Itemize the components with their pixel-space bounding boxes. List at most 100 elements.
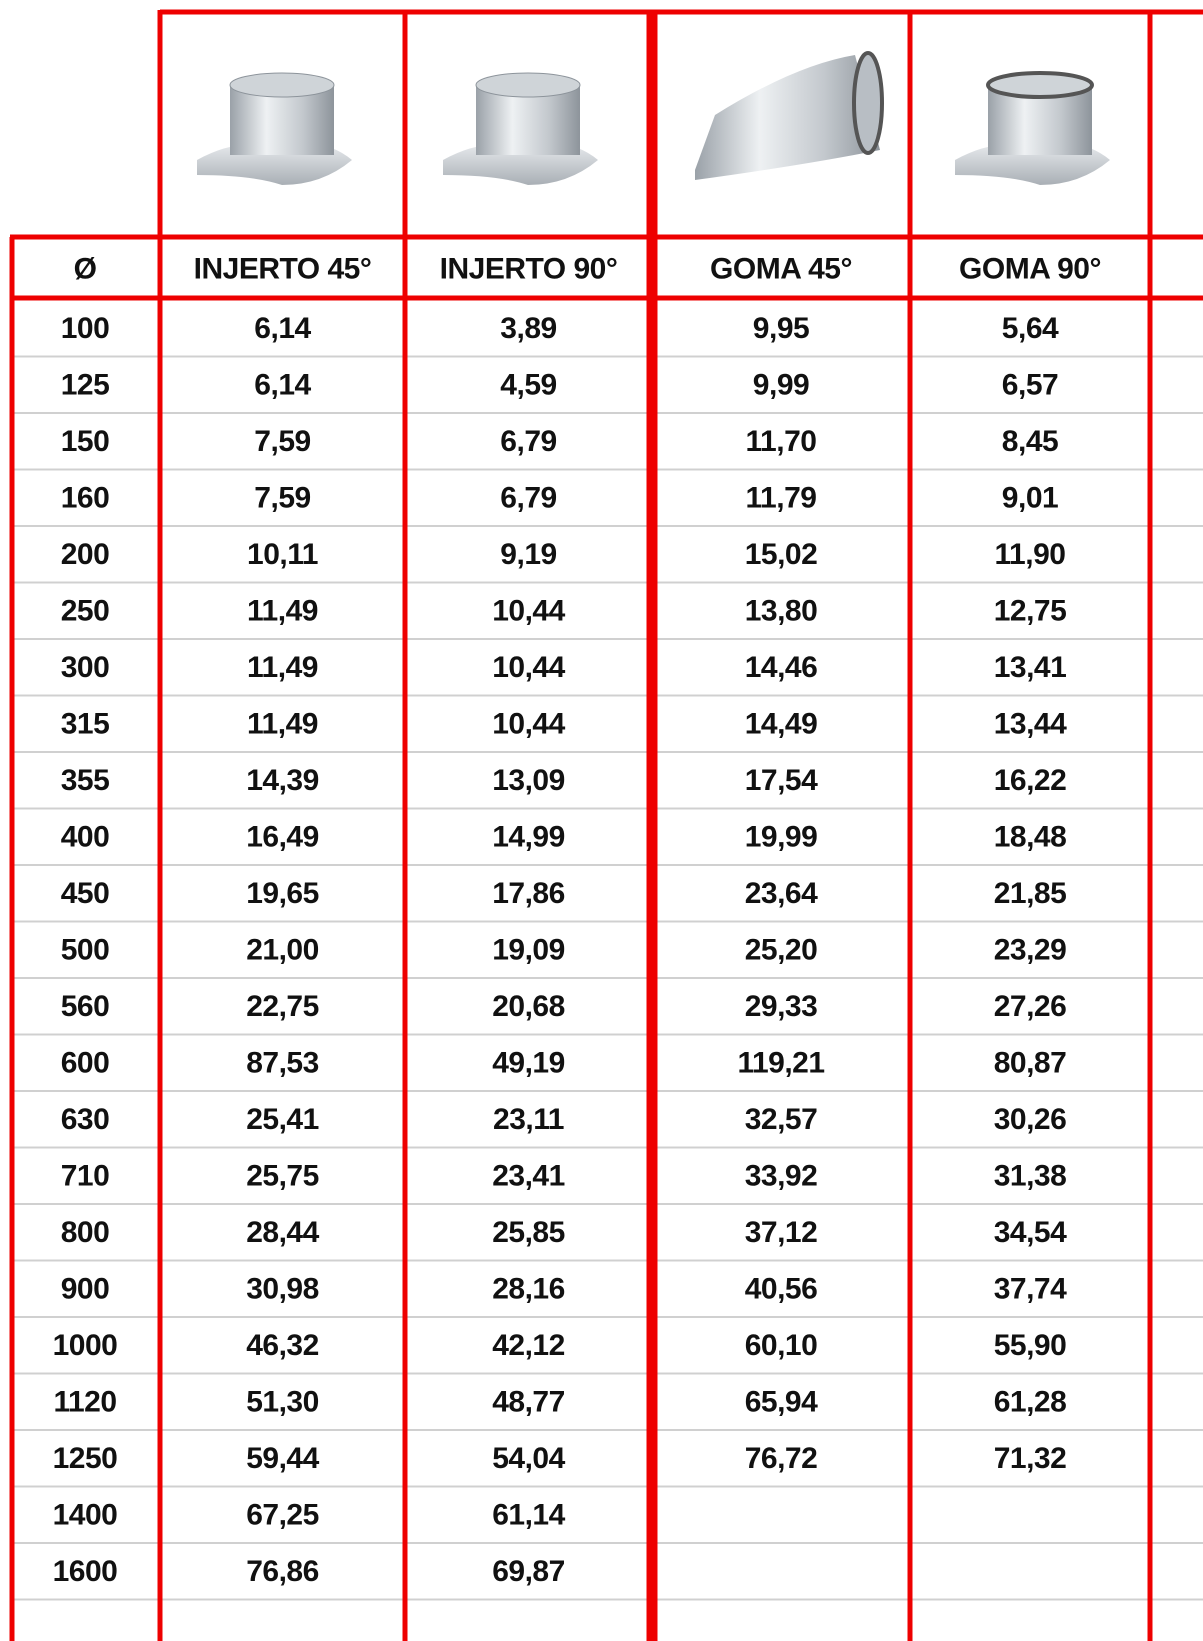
diameter-cell: 710: [61, 1160, 110, 1193]
price-cell: 22,75: [246, 990, 319, 1023]
diameter-cell: 630: [61, 1103, 110, 1136]
price-cell: 9,95: [753, 312, 809, 345]
price-cell: 25,85: [492, 1216, 565, 1249]
price-cell: 55,90: [994, 1329, 1067, 1362]
price-cell: 19,99: [745, 821, 818, 854]
price-cell: 27,26: [994, 990, 1067, 1023]
price-cell: 11,90: [995, 538, 1066, 571]
price-cell: 11,49: [247, 651, 318, 684]
price-cell: 37,74: [994, 1273, 1067, 1306]
price-cell: 69,87: [492, 1555, 565, 1588]
price-cell: 14,99: [492, 821, 565, 854]
page: Ø INJERTO 45° INJERTO 90° GOMA 45° GOMA 90° 1…: [0, 0, 1203, 1641]
diameter-cell: 1400: [53, 1499, 118, 1532]
price-cell: 23,41: [492, 1160, 565, 1193]
price-cell: 21,00: [246, 934, 319, 967]
price-cell: 59,44: [246, 1442, 319, 1475]
price-cell: 25,41: [246, 1103, 319, 1136]
diameter-cell: 1600: [53, 1555, 118, 1588]
column-header: INJERTO 45°: [194, 252, 372, 285]
price-cell: 80,87: [994, 1047, 1067, 1080]
price-cell: 37,12: [745, 1216, 818, 1249]
diameter-cell: 125: [61, 369, 110, 402]
diameter-cell: 400: [61, 821, 110, 854]
price-cell: 33,92: [745, 1160, 818, 1193]
price-table: Ø INJERTO 45° INJERTO 90° GOMA 45° GOMA 90° 1…: [0, 0, 1203, 1641]
price-cell: 10,44: [492, 651, 565, 684]
price-cell: 46,32: [246, 1329, 319, 1362]
injerto-90-image: [443, 73, 598, 185]
price-cell: 15,02: [745, 538, 818, 571]
diameter-cell: 450: [61, 877, 110, 910]
price-cell: 119,21: [737, 1047, 824, 1080]
price-cell: 61,28: [994, 1386, 1067, 1419]
price-cell: 13,09: [492, 764, 565, 797]
price-cell: 25,20: [745, 934, 818, 967]
diameter-cell: 160: [61, 482, 110, 515]
diameter-cell: 1250: [53, 1442, 118, 1475]
price-cell: 16,22: [994, 764, 1067, 797]
diameter-cell: 150: [61, 425, 110, 458]
diameter-cell: 600: [61, 1047, 110, 1080]
price-cell: 11,79: [746, 482, 817, 515]
price-cell: 6,79: [500, 482, 556, 515]
price-cell: 60,10: [745, 1329, 818, 1362]
price-cell: 23,64: [745, 877, 818, 910]
price-cell: 7,59: [254, 425, 310, 458]
price-cell: 48,77: [492, 1386, 565, 1419]
price-cell: 3,89: [500, 312, 556, 345]
price-cell: 71,32: [994, 1442, 1067, 1475]
price-cell: 19,09: [492, 934, 565, 967]
price-cell: 13,80: [745, 595, 818, 628]
price-cell: 11,70: [746, 425, 817, 458]
price-cell: 76,72: [745, 1442, 818, 1475]
column-header: GOMA 45°: [710, 252, 852, 285]
price-cell: 61,14: [492, 1499, 565, 1532]
goma-45-image: [695, 53, 882, 180]
price-cell: 10,44: [492, 595, 565, 628]
price-cell: 21,85: [994, 877, 1067, 910]
price-cell: 14,49: [745, 708, 818, 741]
price-cell: 25,75: [246, 1160, 319, 1193]
price-cell: 6,57: [1002, 369, 1058, 402]
price-cell: 31,38: [994, 1160, 1067, 1193]
column-header: INJERTO 90°: [440, 252, 618, 285]
price-cell: 17,54: [745, 764, 818, 797]
price-cell: 9,19: [500, 538, 556, 571]
price-cell: 8,45: [1002, 425, 1058, 458]
diameter-cell: 1000: [53, 1329, 118, 1362]
diameter-cell: 250: [61, 595, 110, 628]
price-cell: 14,39: [246, 764, 319, 797]
price-cell: 9,01: [1002, 482, 1058, 515]
price-cell: 34,54: [994, 1216, 1067, 1249]
price-cell: 29,33: [745, 990, 818, 1023]
price-cell: 5,64: [1002, 312, 1059, 345]
price-cell: 65,94: [745, 1386, 818, 1419]
price-cell: 32,57: [745, 1103, 818, 1136]
price-cell: 28,16: [492, 1273, 565, 1306]
price-cell: 11,49: [247, 708, 318, 741]
price-cell: 6,14: [254, 369, 311, 402]
price-cell: 13,41: [994, 651, 1067, 684]
diameter-cell: 315: [61, 708, 110, 741]
price-cell: 51,30: [246, 1386, 319, 1419]
price-cell: 42,12: [492, 1329, 565, 1362]
price-cell: 16,49: [246, 821, 319, 854]
diameter-cell: 100: [61, 312, 110, 345]
diameter-cell: 900: [61, 1273, 110, 1306]
column-header: Ø: [74, 252, 97, 285]
price-cell: 6,79: [500, 425, 556, 458]
price-cell: 30,26: [994, 1103, 1067, 1136]
price-cell: 23,29: [994, 934, 1067, 967]
price-cell: 9,99: [753, 369, 809, 402]
injerto-45-image: [197, 73, 352, 185]
price-cell: 67,25: [246, 1499, 319, 1532]
price-cell: 40,56: [745, 1273, 818, 1306]
price-cell: 76,86: [246, 1555, 319, 1588]
price-cell: 87,53: [246, 1047, 319, 1080]
price-cell: 14,46: [745, 651, 818, 684]
price-cell: 11,49: [247, 595, 318, 628]
price-cell: 12,75: [994, 595, 1067, 628]
goma-90-image: [955, 73, 1110, 185]
column-header: GOMA 90°: [959, 252, 1101, 285]
